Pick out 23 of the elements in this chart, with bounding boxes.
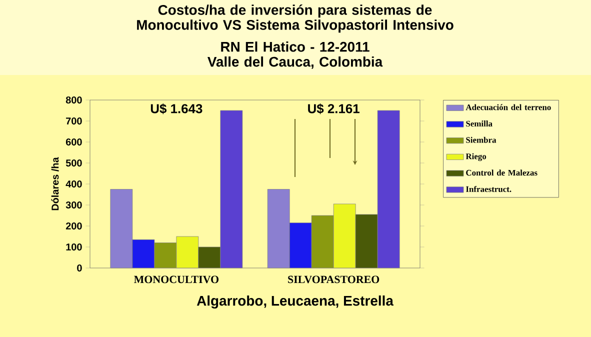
legend-label: Siembra [466,136,496,143]
legend-label: Riego [466,153,486,162]
chart-title: Costos/ha de inversión para sistemas de Monocultivo VS Sistema Silvopastoril Intensivo [137,4,454,33]
y-tick-label: 100 [66,243,82,251]
y-tick-label: 700 [66,117,82,125]
y-tick-label: 400 [66,180,82,188]
x-tick-label: MONOCULTIVO [134,276,219,284]
legend-label: Semilla [466,120,492,126]
annotation: U$ 1.643 [150,104,202,114]
legend-label: Infraestruct. [466,186,512,192]
text: Algarrobo, Leucaena, Estrella [196,295,394,309]
y-tick-label: 800 [66,96,82,104]
annotation: U$ 2.161 [308,104,360,114]
legend-label: Adecuación del terreno [466,104,551,110]
x-tick-label: SILVOPASTOREO [288,276,380,284]
y-tick-label: 600 [66,138,82,146]
y-tick-label: 0 [77,264,82,272]
legend-label: Control de Malezas [466,170,538,176]
y-tick-label: 200 [66,222,82,230]
y-axis-title: Dólares /ha [51,157,59,210]
y-tick-label: 300 [66,201,82,209]
y-tick-label: 500 [66,159,82,167]
chart-subtitle: RN El Hatico - 12-2011 Valle del Cauca, Colombia [208,42,383,69]
